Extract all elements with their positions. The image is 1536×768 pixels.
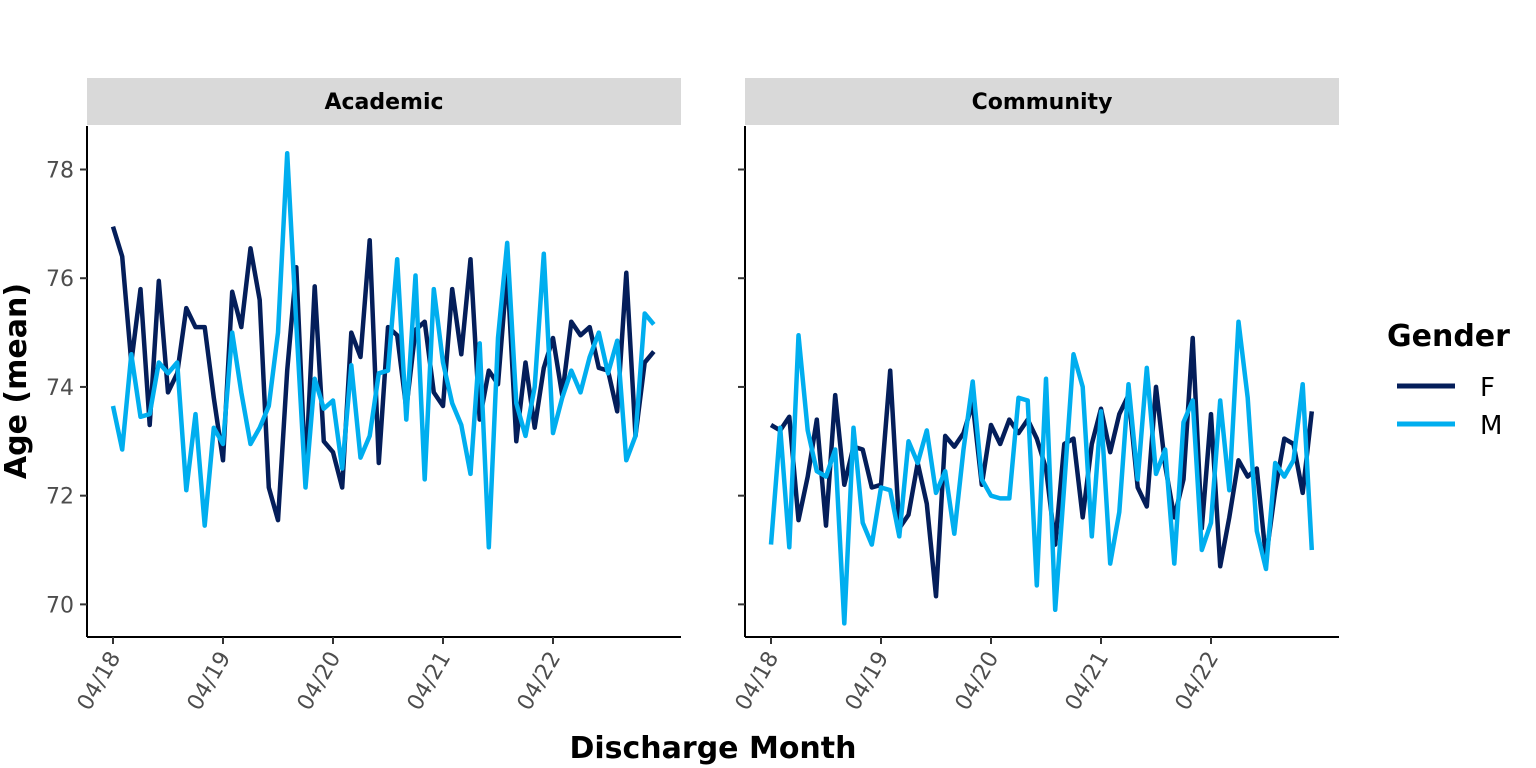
series-line-m xyxy=(110,150,656,550)
facet-panel-community: Community 04/18 04/19 04/20 04/21 04/22 xyxy=(731,78,1339,715)
y-tick-label: 70 xyxy=(46,593,74,618)
y-tick-label: 72 xyxy=(46,485,74,510)
legend: Gender F M xyxy=(1387,319,1510,441)
x-tick-label: 04/20 xyxy=(293,648,346,715)
x-tick-label: 04/19 xyxy=(841,648,894,715)
facet-strip xyxy=(87,78,681,125)
y-axis-title: Age (mean) xyxy=(0,283,34,479)
x-tick-label: 04/22 xyxy=(1171,648,1224,715)
facet-strip-label: Academic xyxy=(324,90,443,115)
legend-label-m: M xyxy=(1480,411,1502,441)
y-tick-label: 76 xyxy=(46,267,74,292)
x-tick-label: 04/19 xyxy=(183,648,236,715)
y-tick-label: 74 xyxy=(46,376,74,401)
x-tick-label: 04/21 xyxy=(1061,648,1114,715)
series-line-f xyxy=(110,225,656,523)
legend-label-f: F xyxy=(1480,373,1495,403)
series-line-m xyxy=(768,319,1315,626)
x-tick-label: 04/20 xyxy=(951,648,1004,715)
facet-panel-academic: Academic 70 72 74 76 78 04/18 04/19 04/20 04/21 04… xyxy=(46,78,681,715)
x-tick-label: 04/21 xyxy=(403,648,456,715)
y-tick-label: 78 xyxy=(46,158,74,183)
x-axis-title: Discharge Month xyxy=(569,731,856,766)
x-tick-label: 04/22 xyxy=(513,648,566,715)
x-tick-label: 04/18 xyxy=(73,648,126,715)
x-tick-label: 04/18 xyxy=(731,648,784,715)
facet-strip-label: Community xyxy=(972,90,1113,115)
facet-strip xyxy=(745,78,1339,125)
legend-title: Gender xyxy=(1387,319,1510,354)
